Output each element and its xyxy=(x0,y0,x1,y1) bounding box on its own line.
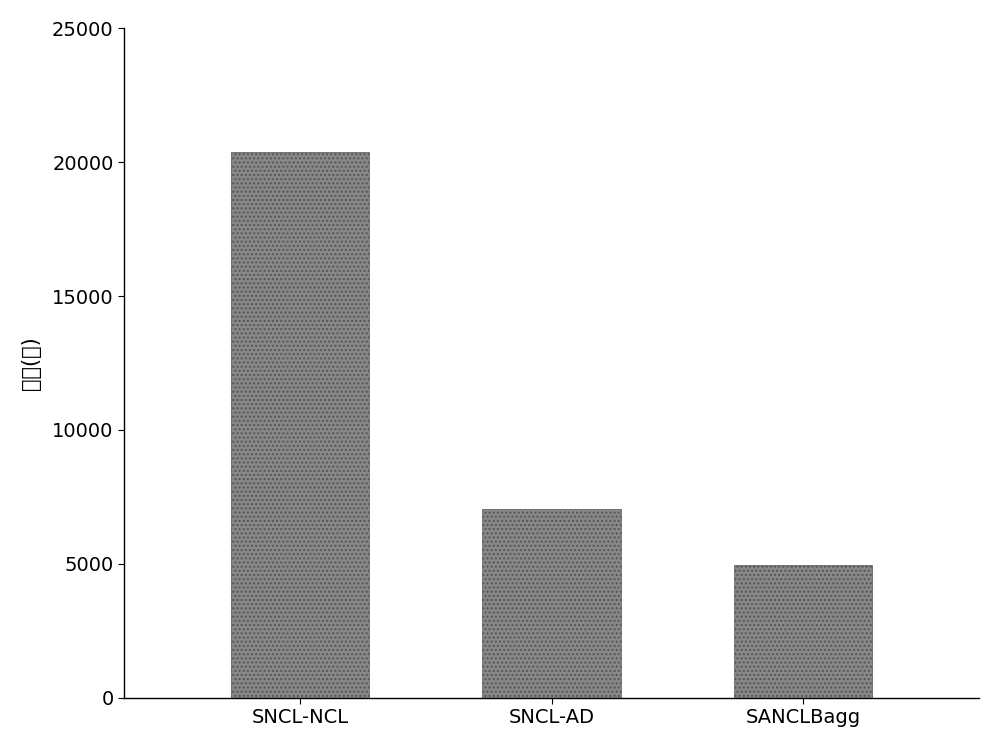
Y-axis label: 时间(秒): 时间(秒) xyxy=(21,336,41,390)
Bar xyxy=(231,152,369,698)
Bar xyxy=(482,509,621,698)
Bar xyxy=(734,565,872,698)
